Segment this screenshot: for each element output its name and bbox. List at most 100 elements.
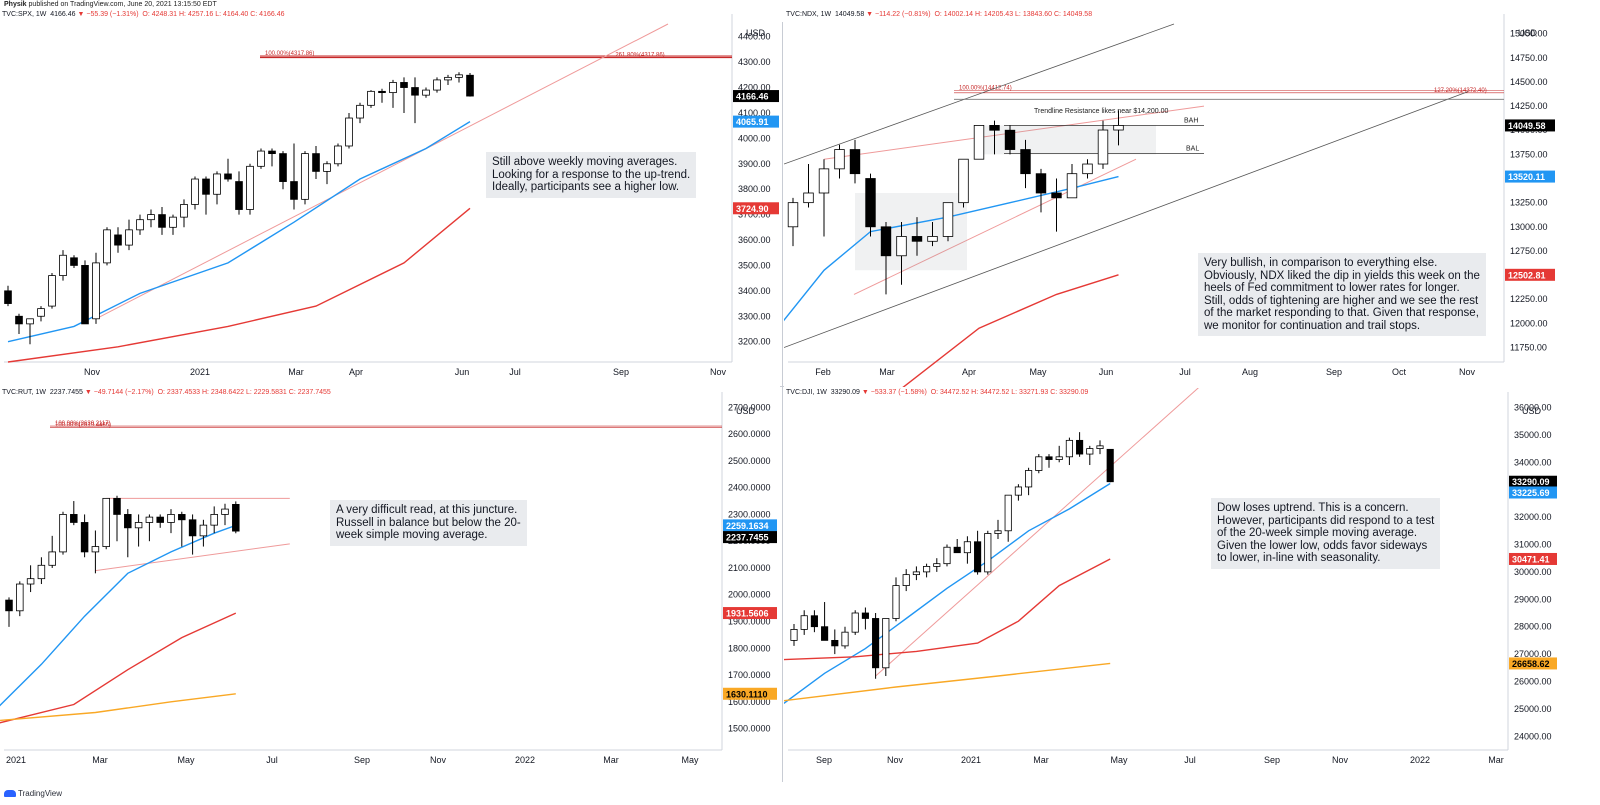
rut-candle-body xyxy=(210,514,218,526)
rut-xtick-label: 2021 xyxy=(6,755,26,765)
rut-chart[interactable]: USD 1500.0000 1600.0000 1700.0000 1800.0000 1… xyxy=(0,388,780,785)
rut-note[interactable]: A very difficult read, at this juncture.… xyxy=(330,500,527,546)
spx-chart-pane[interactable]: TVC:SPX, 1W 4166.46 ▼ −55.39 (−1.31%) O:… xyxy=(0,10,780,387)
ndx-xtick-label: Mar xyxy=(879,367,895,377)
ndx-price-tag-label: 12502.81 xyxy=(1508,270,1546,280)
ndx-ytick-label: 12000.00 xyxy=(1510,318,1548,328)
dji-chart[interactable]: USD 24000.00 25000.00 26000.00 27000.00 28000… xyxy=(784,388,1600,785)
spx-price-tag xyxy=(733,202,779,215)
rut-candle-body xyxy=(124,514,132,529)
rut-candle-body xyxy=(134,522,143,529)
dji-sma50-line xyxy=(784,558,1111,661)
dji-price-tag-label: 33290.09 xyxy=(1512,477,1550,487)
spx-candle-body xyxy=(4,290,12,304)
rut-xtick-label: May xyxy=(681,755,699,765)
rut-ytick-label: 2000.0000 xyxy=(728,590,771,600)
dji-ytick-label: 30000.00 xyxy=(1514,567,1552,577)
ndx-candle-body xyxy=(958,158,969,204)
rut-price-tag xyxy=(723,687,777,700)
rut-symbol[interactable]: TVC:RUT, 1W xyxy=(2,389,46,396)
rut-header: TVC:RUT, 1W 2237.7455 ▼ −49.7144 (−2.17%… xyxy=(2,389,331,396)
spx-candle-body xyxy=(125,229,133,246)
rut-xtick-label: Jul xyxy=(266,755,278,765)
tradingview-brand[interactable]: TradingView xyxy=(4,789,62,798)
ndx-ohlc: O: 14002.14 H: 14205.43 L: 13843.60 C: 1… xyxy=(934,11,1093,18)
ndx-change: ▼ −114.22 (−0.81%) xyxy=(866,11,931,18)
ndx-candle-body xyxy=(1020,149,1031,175)
dji-candle-body xyxy=(984,533,992,573)
dji-sma20-line xyxy=(784,482,1111,704)
ndx-candle-body xyxy=(818,168,830,194)
dji-price-tag xyxy=(1509,552,1557,565)
rut-price-tag xyxy=(723,531,777,544)
dji-xtick-label: Sep xyxy=(1264,755,1280,765)
dji-candle-body xyxy=(1086,448,1094,455)
pane-divider-vertical[interactable] xyxy=(782,22,783,782)
spx-note[interactable]: Still above weekly moving averages. Look… xyxy=(486,152,697,198)
dji-xtick-label: 2022 xyxy=(1410,755,1430,765)
rut-candle-body xyxy=(16,583,24,612)
spx-xtick-label: 2021 xyxy=(190,367,210,377)
dji-candle-body xyxy=(831,639,839,647)
spx-symbol[interactable]: TVC:SPX, 1W xyxy=(2,11,47,18)
rut-candle-body xyxy=(113,497,121,515)
rut-ytick-label: 2700.0000 xyxy=(728,402,771,412)
dji-ytick-label: 29000.00 xyxy=(1514,594,1552,604)
rut-candle-body xyxy=(167,514,175,523)
dji-note[interactable]: Dow loses uptrend. This is a concern. Ho… xyxy=(1211,498,1441,569)
ndx-balance-box xyxy=(976,125,1156,155)
spx-ytick-label: 3700.00 xyxy=(738,210,771,220)
author-name[interactable]: Physik xyxy=(4,1,27,8)
spx-price-tag-label: 3724.90 xyxy=(736,204,769,214)
ndx-channel-upper-line xyxy=(784,23,1175,165)
dji-candle-body xyxy=(994,530,1002,534)
ndx-ytick-label: 14750.00 xyxy=(1510,53,1548,63)
publish-line: Physik published on TradingView.com, Jun… xyxy=(4,1,217,8)
spx-candle-body xyxy=(400,82,408,88)
ndx-xtick-label: Nov xyxy=(1459,367,1476,377)
dji-ytick-label: 26000.00 xyxy=(1514,676,1552,686)
dji-symbol[interactable]: TVC:DJI, 1W xyxy=(786,389,827,396)
rut-ytick-label: 2300.0000 xyxy=(728,509,771,519)
spx-trendline xyxy=(95,23,669,320)
ndx-symbol[interactable]: TVC:NDX, 1W xyxy=(786,11,832,18)
dji-candle-body xyxy=(1014,486,1022,496)
ndx-chart-pane[interactable]: TVC:NDX, 1W 14049.58 ▼ −114.22 (−0.81%) … xyxy=(784,10,1600,387)
dji-price-tag xyxy=(1509,657,1557,670)
ndx-xtick-label: Feb xyxy=(815,367,831,377)
rut-price-tag-label: 1630.1110 xyxy=(726,689,768,699)
dji-ytick-label: 35000.00 xyxy=(1514,430,1552,440)
ndx-price-tag-label: 13520.11 xyxy=(1508,172,1545,182)
spx-candle-body xyxy=(158,214,166,228)
dji-candle-body xyxy=(1004,494,1012,532)
spx-candle-body xyxy=(422,89,430,96)
rut-ytick-label: 2100.0000 xyxy=(728,563,771,573)
ndx-candle-body xyxy=(1051,192,1062,199)
ndx-note[interactable]: Very bullish, in comparison to everythin… xyxy=(1198,253,1486,336)
rut-last: 2237.7455 xyxy=(49,389,83,396)
rut-ytick-label: 1700.0000 xyxy=(728,670,771,680)
brand-label: TradingView xyxy=(18,789,63,798)
dji-ytick-label: 25000.00 xyxy=(1514,704,1552,714)
spx-candle-body xyxy=(191,178,199,205)
publish-info: published on TradingView.com, June 20, 2… xyxy=(28,1,217,8)
spx-candle-body xyxy=(92,262,100,320)
ndx-header: TVC:NDX, 1W 14049.58 ▼ −114.22 (−0.81%) … xyxy=(786,11,1092,18)
rut-candle-body xyxy=(26,578,35,585)
dji-ohlc: O: 34472.52 H: 34472.52 L: 33271.93 C: 3… xyxy=(930,389,1089,396)
spx-ytick-label: 4400.00 xyxy=(738,32,771,42)
spx-price-tag-label: 4166.46 xyxy=(736,92,769,102)
dji-candle-body xyxy=(1106,448,1114,483)
rut-ytick-label: 1900.0000 xyxy=(728,617,771,627)
spx-last: 4166.46 xyxy=(50,11,76,18)
dji-chart-pane[interactable]: TVC:DJI, 1W 33290.09 ▼ −533.37 (−1.58%) … xyxy=(784,388,1600,785)
ndx-price-tag xyxy=(1505,170,1555,183)
dji-candle-body xyxy=(1096,445,1104,449)
dji-candle-body xyxy=(963,541,971,554)
ndx-chart[interactable]: USD11750.0012000.0012250.0012500.0012750… xyxy=(784,10,1600,387)
dji-ytick-label: 34000.00 xyxy=(1514,457,1552,467)
rut-candle-body xyxy=(102,497,110,547)
spx-chart[interactable]: USD 3200.00 3300.00 3400.00 3500.00 3600.00 37… xyxy=(0,10,780,387)
rut-chart-pane[interactable]: TVC:RUT, 1W 2237.7455 ▼ −49.7144 (−2.17%… xyxy=(0,388,780,785)
spx-candle-body xyxy=(290,181,298,200)
